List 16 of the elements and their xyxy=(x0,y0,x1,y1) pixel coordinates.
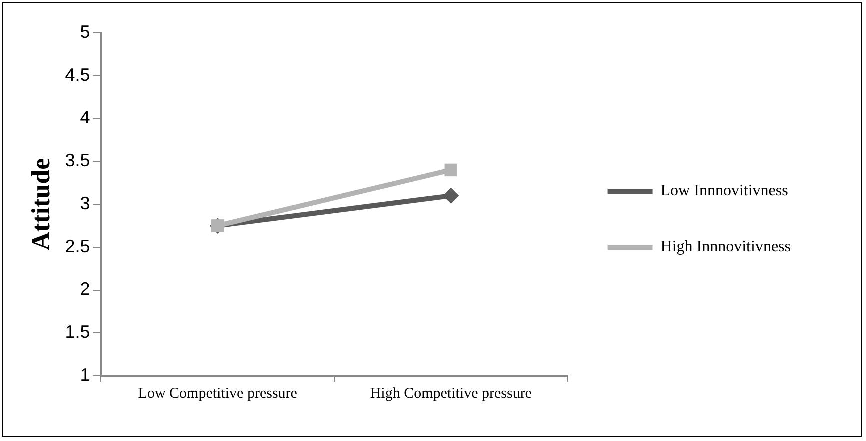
y-tick-label: 3 xyxy=(80,193,90,214)
y-tick-label: 2 xyxy=(80,279,90,300)
y-tick-label: 1 xyxy=(80,364,90,385)
y-tick-label: 2.5 xyxy=(65,236,90,256)
x-tick-label: Low Competitive pressure xyxy=(138,386,298,402)
y-tick-label: 3.5 xyxy=(65,150,90,171)
y-axis-title: Attitude xyxy=(26,158,56,251)
y-tick-label: 4 xyxy=(80,108,90,128)
legend-label: High Innnovitivness xyxy=(660,238,791,256)
y-tick-label: 4.5 xyxy=(65,64,90,85)
y-tick-label: 5 xyxy=(80,22,90,42)
point xyxy=(444,164,458,177)
y-tick-label: 1.5 xyxy=(65,322,90,342)
x-tick-label: High Competitive pressure xyxy=(370,386,532,402)
legend-label: Low Innnovitivness xyxy=(660,182,788,200)
point xyxy=(443,188,460,204)
